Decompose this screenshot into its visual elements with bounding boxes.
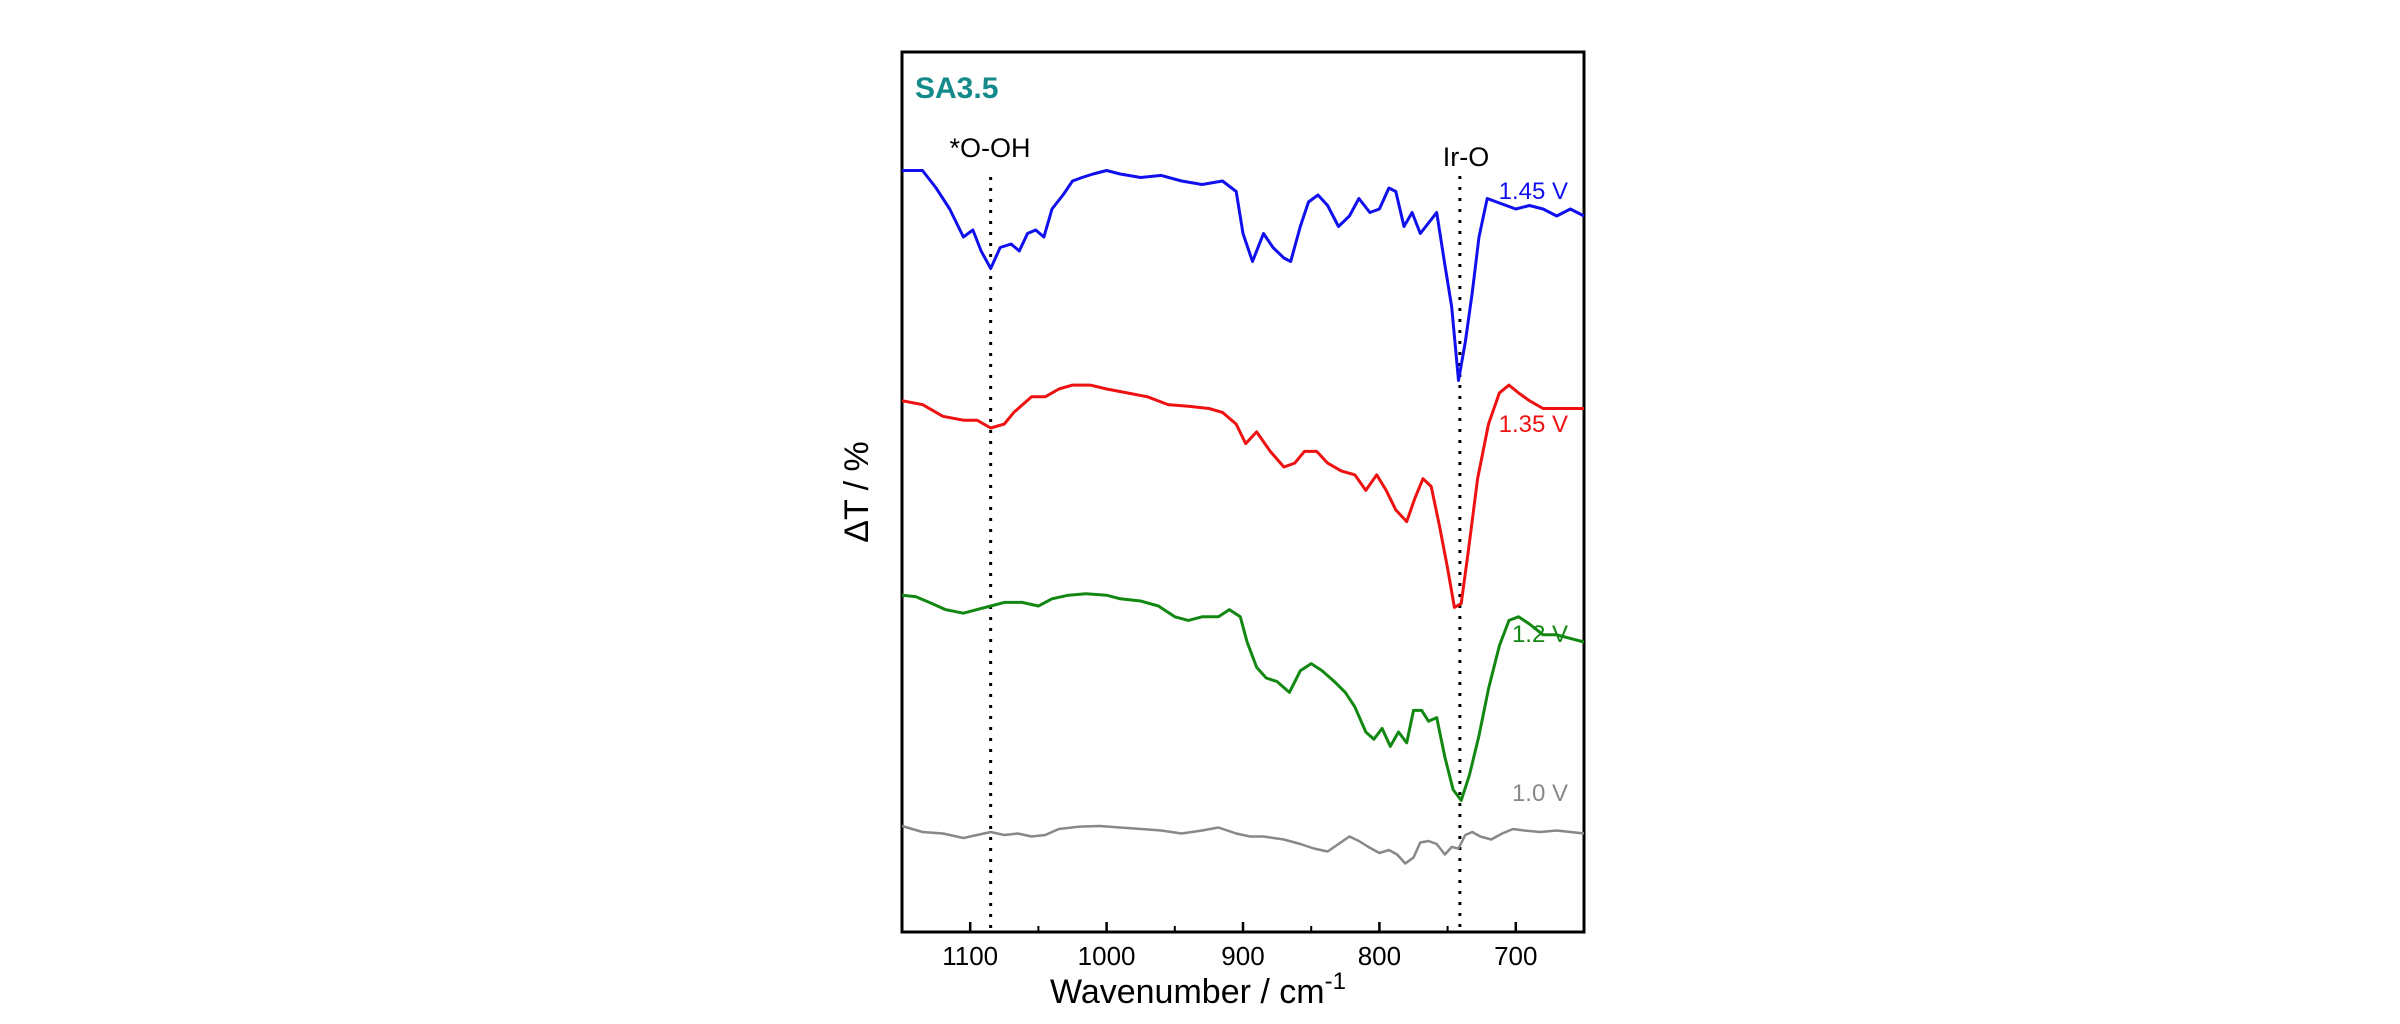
series-label: 1.0 V bbox=[1512, 780, 1568, 807]
panel-label: SA3.5 bbox=[915, 72, 998, 105]
series-line bbox=[902, 169, 1585, 382]
y-axis-title: ΔT / % bbox=[838, 441, 876, 542]
series-label: 1.2 V bbox=[1512, 621, 1568, 648]
plot-frame bbox=[900, 50, 1586, 934]
series-line bbox=[901, 824, 1585, 865]
x-tick-label: 1100 bbox=[942, 941, 998, 971]
x-tick-label: 700 bbox=[1494, 941, 1537, 971]
x-axis-title-superscript: -1 bbox=[1325, 968, 1346, 995]
x-tick-label: 800 bbox=[1358, 941, 1401, 971]
series-line bbox=[901, 592, 1585, 802]
series-label: 1.35 V bbox=[1499, 411, 1568, 438]
annotation-ooh: *O-OH bbox=[950, 133, 1031, 163]
x-axis-title-main: Wavenumber / cm bbox=[1050, 973, 1325, 1011]
annotation-iro: Ir-O bbox=[1443, 142, 1490, 172]
x-tick-label: 900 bbox=[1221, 941, 1264, 971]
series-label: 1.45 V bbox=[1499, 178, 1568, 205]
series-line bbox=[901, 383, 1584, 609]
x-tick-label: 1000 bbox=[1078, 941, 1136, 971]
x-axis-title: Wavenumber / cm-1 bbox=[1050, 968, 1346, 1011]
